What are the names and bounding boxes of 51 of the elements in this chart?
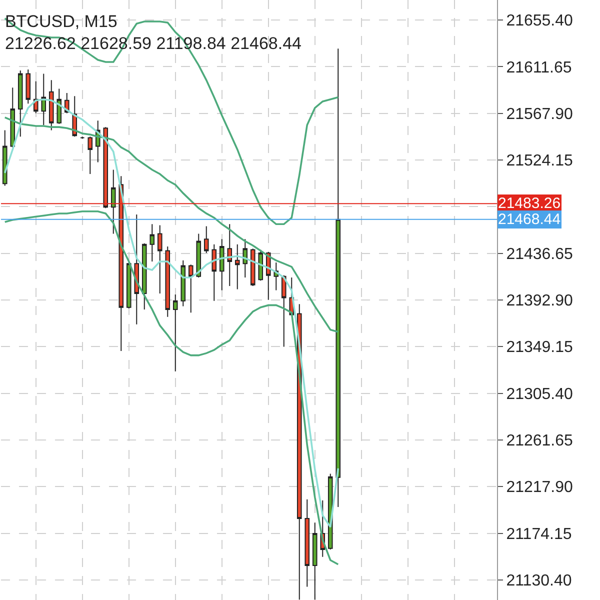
candlestick	[304, 498, 310, 588]
line-series	[4, 17, 340, 226]
y-tick-label: 21174.15	[506, 526, 572, 543]
y-tick-label: 21261.65	[506, 432, 574, 450]
candlestick	[157, 224, 162, 294]
y-tick-label: 21611.65	[506, 59, 572, 76]
candlestick	[56, 88, 62, 124]
candlestick	[18, 70, 23, 138]
ref-line-label: 21483.26	[498, 195, 561, 212]
candlestick	[212, 244, 217, 302]
candlestick	[258, 249, 264, 282]
y-tick-label: 21436.65	[506, 246, 574, 263]
candlestick	[110, 169, 116, 234]
candlestick	[80, 136, 85, 140]
candlestick	[227, 224, 232, 286]
line-series	[4, 210, 340, 566]
candlestick	[219, 238, 224, 291]
y-tick-label: 21392.90	[506, 292, 574, 310]
y-tick-label: 21567.90	[506, 106, 574, 123]
y-tick-label: 21655.40	[506, 12, 574, 30]
candlestick	[172, 294, 178, 372]
y-tick-label: 21349.15	[506, 339, 574, 356]
candlestick	[234, 244, 240, 290]
candlestick	[2, 130, 8, 186]
candlestick	[312, 522, 318, 600]
candlestick	[88, 136, 93, 175]
candlestick	[204, 226, 209, 254]
y-tick-label: 21217.90	[506, 479, 574, 496]
candlestick	[41, 73, 46, 126]
ref-line-label: 21468.44	[498, 211, 561, 228]
candlestick	[126, 262, 132, 309]
candlestick	[250, 248, 256, 286]
line-series	[4, 116, 340, 333]
candlestick	[26, 68, 31, 104]
candlestick	[103, 126, 108, 209]
candlestick	[150, 224, 155, 262]
y-tick-label: 21524.15	[506, 152, 574, 170]
line-series	[4, 98, 340, 528]
candlestick	[281, 274, 286, 348]
candlestick	[242, 238, 248, 278]
candlestick	[165, 246, 170, 318]
candlestick	[336, 48, 341, 508]
candlestick	[48, 80, 54, 131]
candlestick	[134, 214, 140, 325]
y-tick-label: 21305.40	[506, 386, 574, 403]
y-tick-label: 21130.40	[506, 572, 572, 590]
candlestick	[196, 233, 202, 278]
candlestick	[142, 242, 147, 310]
candlestick	[10, 87, 16, 148]
candlestick	[180, 260, 186, 307]
candlestick	[188, 264, 194, 314]
